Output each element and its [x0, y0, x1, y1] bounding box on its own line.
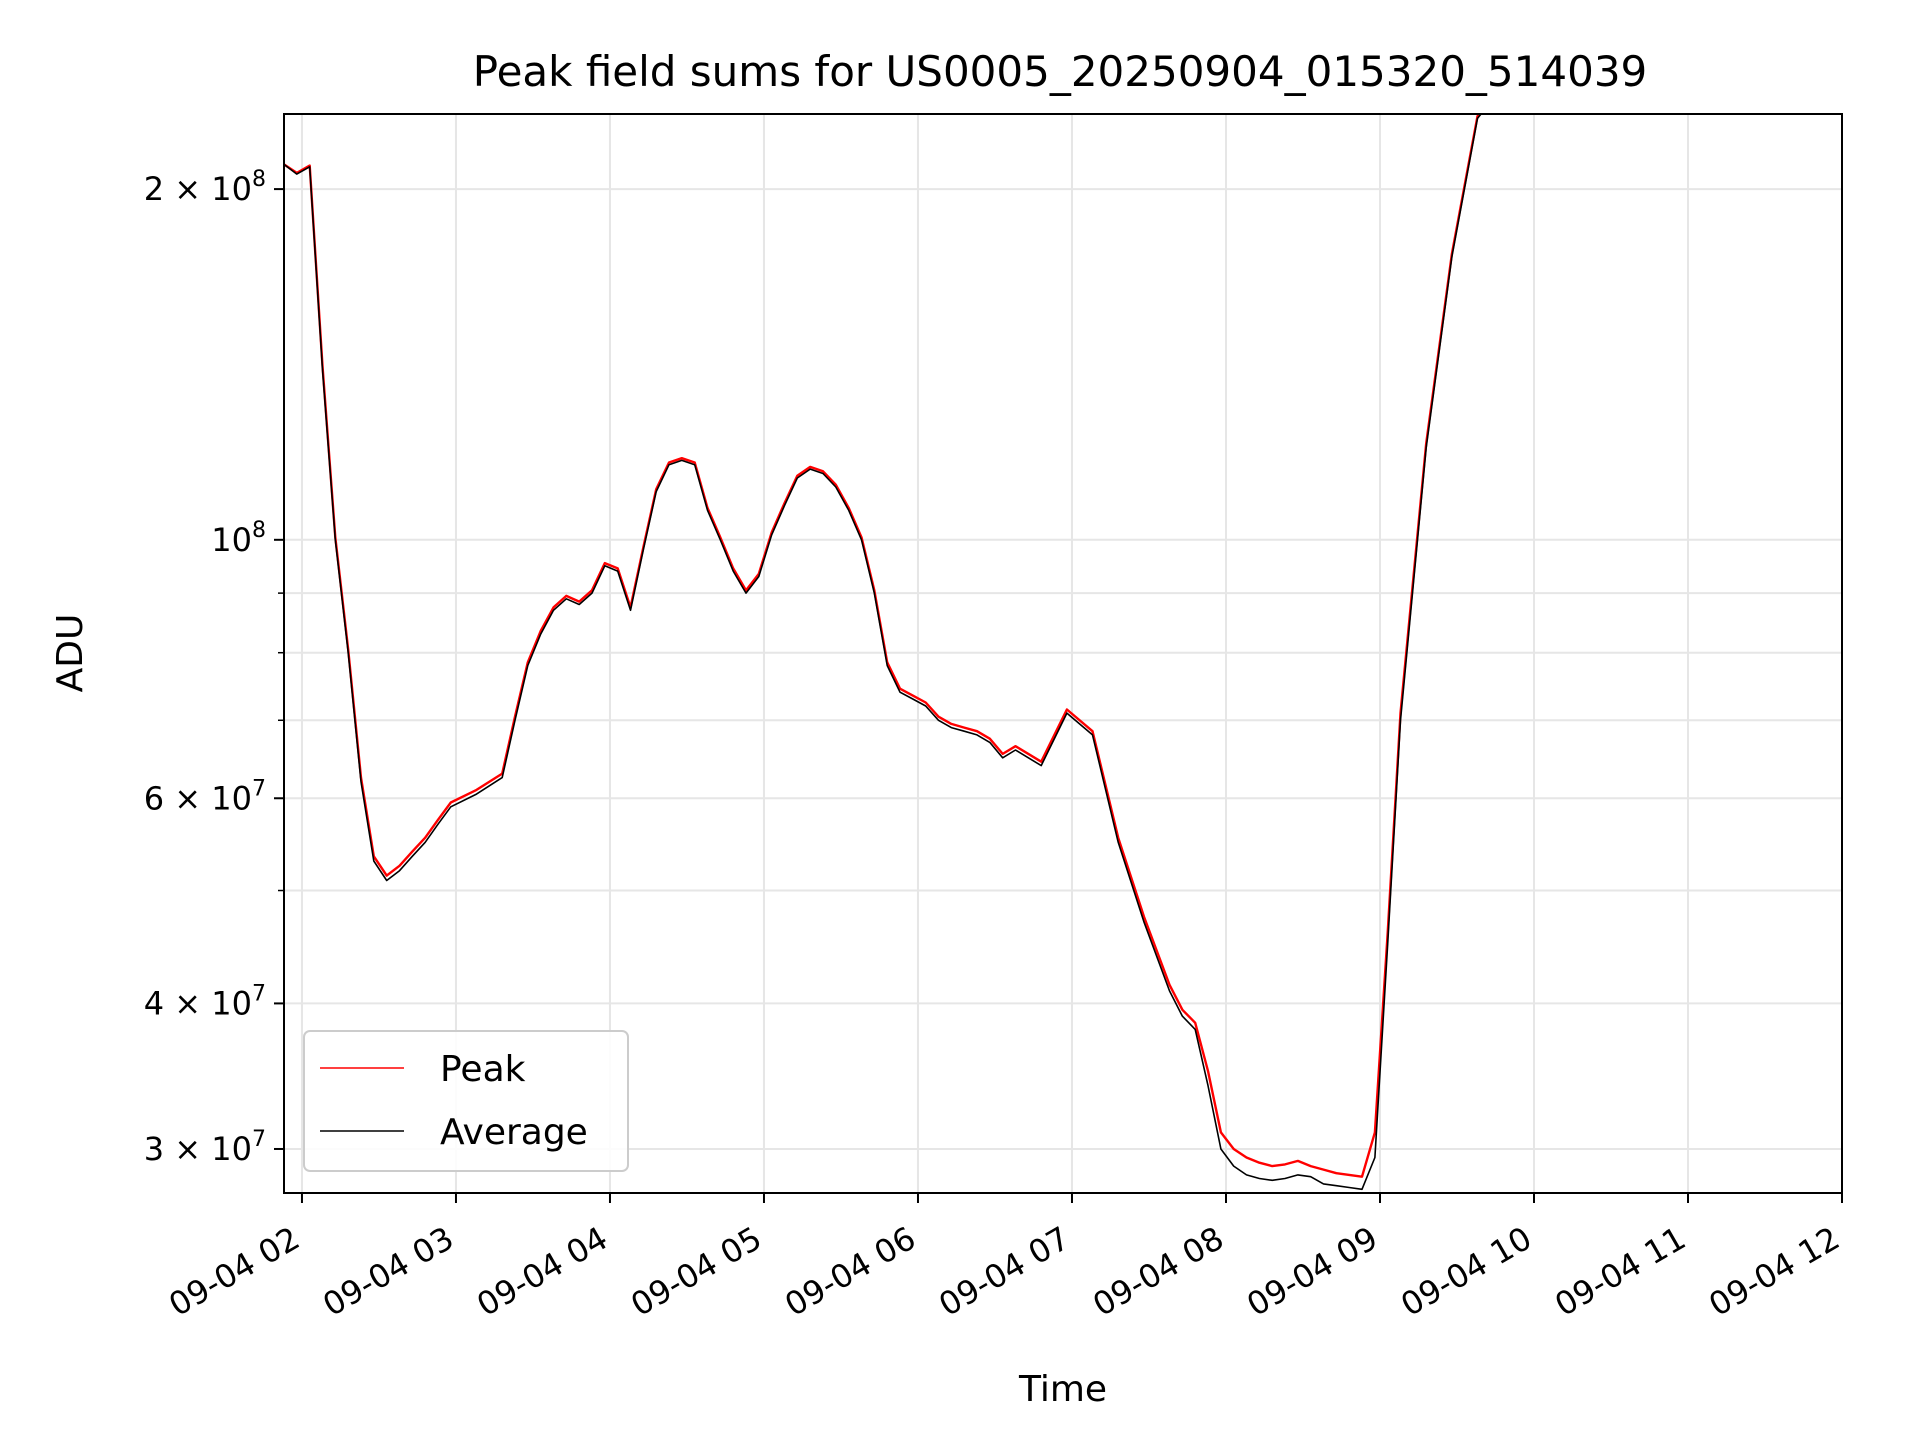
y-tick-label: 4 × 107 — [144, 981, 266, 1022]
data-clip — [284, 114, 1483, 1191]
y-tick-label: 108 — [211, 518, 266, 559]
chart-title: Peak field sums for US0005_20250904_0153… — [473, 47, 1648, 96]
legend-average-label: Average — [440, 1112, 588, 1153]
grid-layer — [284, 114, 1843, 1193]
y-tick-label: 3 × 107 — [144, 1127, 266, 1168]
y-tick-label: 2 × 108 — [144, 167, 266, 208]
series-line-average — [284, 114, 1483, 1191]
y-tick-label: 6 × 107 — [144, 776, 266, 817]
plot-frame — [283, 113, 1843, 1194]
x-axis-label: Time — [1018, 1369, 1107, 1410]
plot-area: 09-04 02 09-04 03 09-04 04 09-04 05 09-04 06… — [144, 113, 1846, 1324]
y-axis-label: ADU — [50, 614, 91, 693]
legend-peak-label: Peak — [440, 1049, 526, 1090]
legend-box — [303, 1030, 629, 1172]
legend: Peak Average — [303, 1030, 629, 1172]
series-line-peak — [284, 114, 1481, 1178]
series-layer — [284, 114, 1483, 1191]
